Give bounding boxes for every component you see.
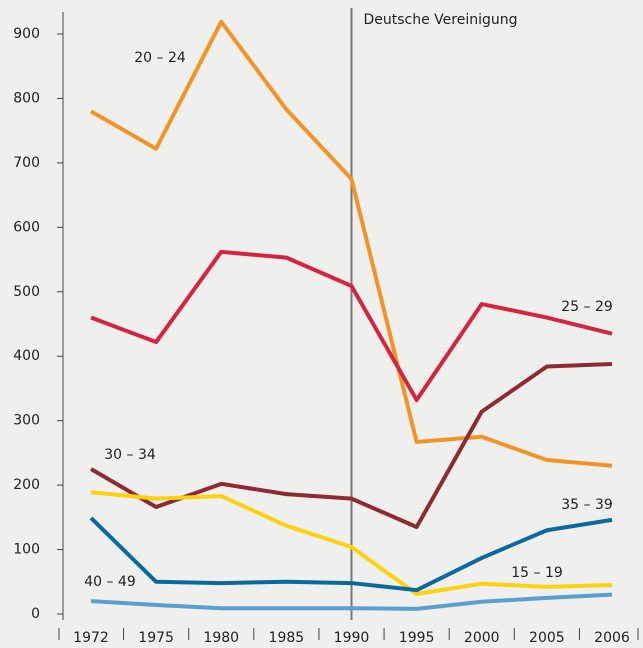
annotation: Deutsche Vereinigung [364,12,518,28]
y-tick-label: 200 [13,477,40,493]
y-tick-label: 500 [13,284,40,300]
x-tick-label: 1972 [73,630,109,646]
series-line [90,19,613,468]
x-tick-label: 2000 [464,630,500,646]
y-tick-label: 100 [13,542,40,558]
x-tick-label: 1980 [203,630,239,646]
series-label: 20 – 24 [134,50,186,66]
series-label: 25 – 29 [561,299,613,315]
x-tick-label: 1985 [269,630,305,646]
series-line [90,592,613,611]
series-label: 30 – 34 [104,447,156,463]
series-label: 35 – 39 [561,497,613,513]
y-tick-label: 0 [31,606,40,622]
series-label: 15 – 19 [511,565,563,581]
x-tick-label: 2006 [594,630,630,646]
x-tick-label: 2005 [529,630,565,646]
y-tick-label: 600 [13,219,40,235]
x-tick-label: 1995 [399,630,435,646]
y-tick-label: 800 [13,90,40,106]
series-line [90,490,613,597]
y-tick-label: 300 [13,413,40,429]
series-line [90,249,613,403]
y-tick-label: 700 [13,155,40,171]
series-label: 40 – 49 [84,574,136,590]
y-tick-label: 900 [13,26,40,42]
series-line [89,516,613,593]
y-tick-label: 400 [13,348,40,364]
x-tick-label: 1990 [334,630,370,646]
x-tick-label: 1975 [138,630,174,646]
